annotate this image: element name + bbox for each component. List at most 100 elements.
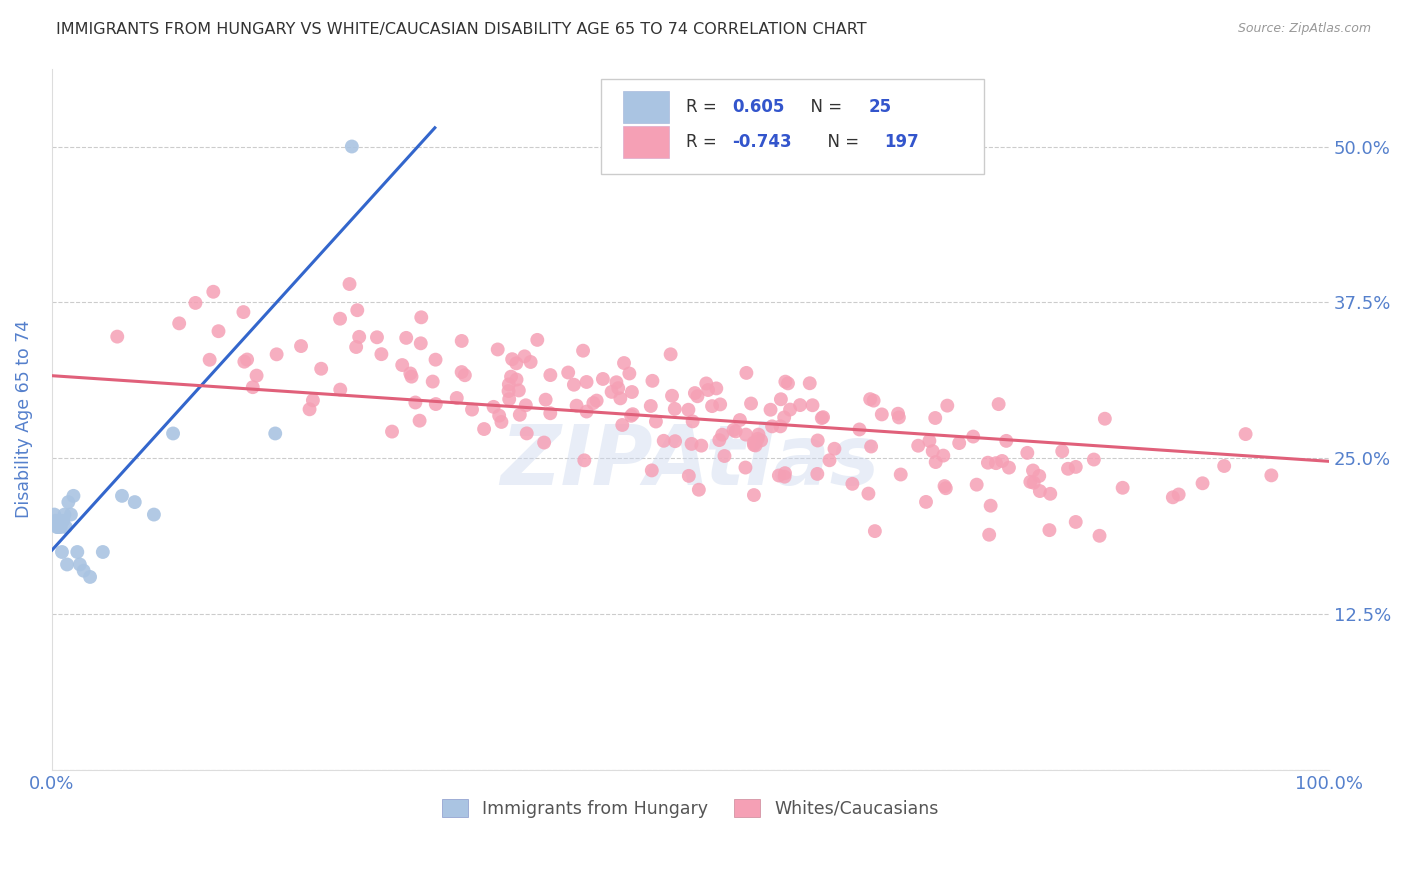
Point [422, 375, 444, 389]
Point [454, 368, 477, 383]
Point [298, 402, 321, 417]
Point [505, 372, 527, 386]
Point [411, 310, 433, 325]
Point [207, 324, 229, 338]
Point [45, 520, 67, 534]
Point [1038, 523, 1060, 537]
Point [1088, 529, 1111, 543]
Point [724, 425, 747, 439]
Text: 0.605: 0.605 [733, 98, 785, 116]
Point [1213, 458, 1236, 473]
Point [697, 383, 720, 397]
Point [347, 330, 370, 344]
Point [801, 398, 824, 412]
Point [915, 495, 938, 509]
Point [862, 393, 884, 408]
Point [167, 317, 190, 331]
Text: R =: R = [686, 98, 723, 116]
Point [366, 330, 388, 344]
Point [1064, 459, 1087, 474]
Point [683, 386, 706, 401]
Point [664, 434, 686, 449]
Point [936, 399, 959, 413]
Point [695, 376, 717, 391]
Point [124, 495, 146, 509]
Point [1019, 475, 1042, 489]
Point [534, 392, 557, 407]
Point [678, 402, 700, 417]
Point [759, 402, 782, 417]
Point [472, 422, 495, 436]
Text: N =: N = [800, 98, 848, 116]
Point [776, 376, 799, 391]
Point [1094, 411, 1116, 425]
Point [620, 409, 643, 423]
Point [505, 356, 527, 370]
Point [1161, 491, 1184, 505]
Point [565, 399, 588, 413]
Point [538, 368, 561, 382]
Point [111, 489, 134, 503]
Point [681, 437, 703, 451]
Point [266, 347, 288, 361]
Point [1064, 515, 1087, 529]
Point [370, 347, 392, 361]
Point [860, 440, 883, 454]
Point [513, 349, 536, 363]
Point [935, 481, 957, 495]
Point [575, 375, 598, 389]
Text: N =: N = [817, 133, 865, 151]
Point [572, 343, 595, 358]
Point [1029, 484, 1052, 499]
Point [236, 352, 259, 367]
Point [740, 396, 762, 410]
Point [823, 442, 845, 456]
Point [918, 434, 941, 448]
Point [55, 520, 77, 534]
Point [818, 453, 841, 467]
Point [242, 380, 264, 394]
Point [984, 456, 1007, 470]
Point [682, 414, 704, 428]
Point [488, 409, 510, 423]
Point [640, 399, 662, 413]
Point [863, 524, 886, 538]
Point [264, 426, 287, 441]
Point [91, 545, 114, 559]
Text: 197: 197 [884, 133, 920, 151]
Point [51, 545, 73, 559]
Point [1028, 469, 1050, 483]
Point [1111, 481, 1133, 495]
Point [645, 415, 668, 429]
Point [773, 466, 796, 480]
Point [932, 449, 955, 463]
Point [574, 453, 596, 467]
Point [79, 570, 101, 584]
Point [1022, 463, 1045, 477]
Point [749, 434, 772, 448]
Point [62, 489, 84, 503]
Point [700, 399, 723, 413]
Point [409, 336, 432, 351]
Point [744, 438, 766, 452]
Point [562, 377, 585, 392]
Point [728, 413, 751, 427]
Point [609, 392, 631, 406]
Point [509, 408, 531, 422]
Point [516, 426, 538, 441]
Point [619, 367, 641, 381]
Point [309, 361, 332, 376]
Point [641, 374, 664, 388]
Text: IMMIGRANTS FROM HUNGARY VS WHITE/CAUCASIAN DISABILITY AGE 65 TO 74 CORRELATION C: IMMIGRANTS FROM HUNGARY VS WHITE/CAUCASI… [56, 22, 868, 37]
Point [723, 423, 745, 437]
Point [948, 436, 970, 450]
Point [747, 427, 769, 442]
Point [678, 468, 700, 483]
Point [734, 460, 756, 475]
Point [998, 460, 1021, 475]
Point [329, 383, 352, 397]
Point [162, 426, 184, 441]
Point [66, 545, 89, 559]
Point [450, 334, 472, 348]
Point [1083, 452, 1105, 467]
